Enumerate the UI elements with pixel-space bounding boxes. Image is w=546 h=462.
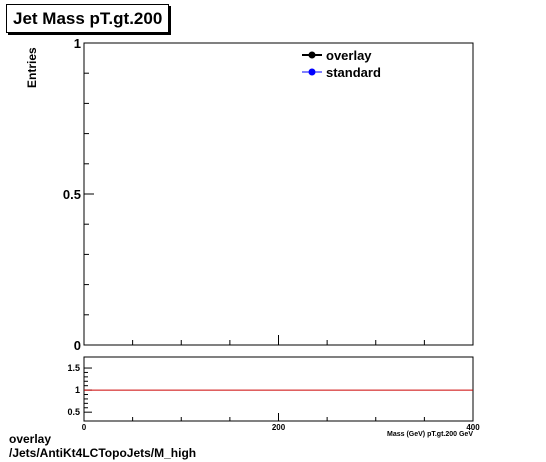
footer-path: /Jets/AntiKt4LCTopoJets/M_high [9, 446, 197, 460]
x-tick-label: 0 [82, 423, 87, 432]
legend-label-standard: standard [326, 65, 381, 80]
x-tick-label: 200 [272, 423, 286, 432]
ratio-frame [83, 356, 474, 422]
ratio-y-tick-label: 1.5 [67, 363, 80, 373]
ratio-y-tick-label: 0.5 [67, 407, 80, 417]
x-axis-label: Mass (GeV) pT.gt.200 GeV [387, 431, 473, 438]
legend-label-overlay: overlay [326, 48, 372, 63]
main-plot: 00.51 [63, 36, 474, 353]
legend-marker-standard [308, 68, 316, 76]
x-tick-label: 400 [466, 423, 480, 432]
y-tick-label: 0 [74, 338, 81, 353]
y-tick-label: 0.5 [63, 187, 81, 202]
chart-title: Jet Mass pT.gt.200 [6, 4, 170, 33]
footer-line-1: overlay [9, 432, 52, 446]
y-axis-label: Entries [25, 47, 39, 88]
y-tick-label: 1 [74, 36, 81, 51]
legend: overlay standard [302, 48, 381, 80]
ratio-y-tick-label: 1 [75, 385, 80, 395]
legend-marker-overlay [308, 51, 316, 59]
main-frame [83, 42, 474, 346]
